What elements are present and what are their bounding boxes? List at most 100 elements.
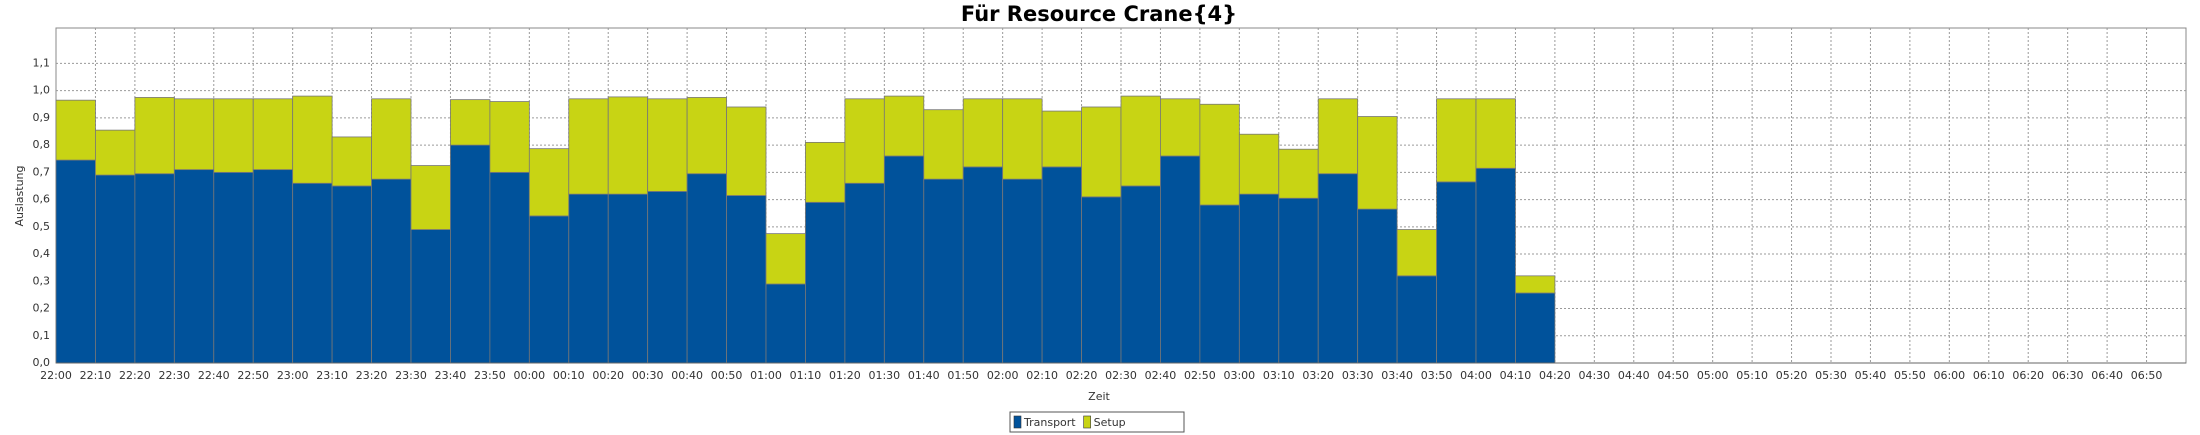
bar bbox=[647, 98, 688, 192]
bar bbox=[489, 101, 530, 173]
x-tick-label: 05:10 bbox=[1736, 369, 1768, 382]
bar bbox=[371, 98, 412, 180]
bar bbox=[55, 99, 96, 161]
bar bbox=[1002, 178, 1043, 364]
bar bbox=[1081, 196, 1122, 364]
bar bbox=[686, 97, 727, 175]
x-tick-label: 23:20 bbox=[356, 369, 388, 382]
x-tick-label: 05:30 bbox=[1815, 369, 1847, 382]
bar bbox=[726, 195, 767, 364]
legend-box bbox=[1009, 411, 1185, 433]
bar bbox=[1160, 98, 1201, 157]
bar bbox=[1238, 133, 1280, 195]
x-tick-label: 04:20 bbox=[1539, 369, 1571, 382]
bar bbox=[568, 193, 609, 364]
x-tick-label: 02:40 bbox=[1145, 369, 1177, 382]
bar bbox=[252, 98, 294, 171]
x-tick-label: 06:30 bbox=[2052, 369, 2084, 382]
x-tick-label: 06:40 bbox=[2091, 369, 2123, 382]
x-tick-label: 05:40 bbox=[1855, 369, 1887, 382]
bar bbox=[844, 182, 885, 364]
x-tick-label: 04:30 bbox=[1578, 369, 1610, 382]
bar bbox=[213, 171, 254, 364]
y-tick-label: 0,4 bbox=[33, 247, 51, 260]
bar bbox=[292, 182, 333, 364]
bar bbox=[1436, 98, 1477, 183]
x-tick-label: 00:10 bbox=[553, 369, 585, 382]
bar bbox=[805, 141, 846, 203]
bar bbox=[1160, 155, 1201, 364]
x-tick-label: 00:20 bbox=[592, 369, 624, 382]
bar bbox=[528, 148, 570, 217]
bar bbox=[923, 178, 964, 364]
y-tick-label: 0,5 bbox=[33, 220, 51, 233]
x-tick-label: 06:10 bbox=[1973, 369, 2005, 382]
bar bbox=[1120, 95, 1161, 187]
x-tick-label: 23:40 bbox=[435, 369, 467, 382]
bar bbox=[1436, 181, 1477, 364]
bar bbox=[1278, 197, 1319, 364]
x-tick-label: 00:30 bbox=[632, 369, 664, 382]
bar bbox=[331, 136, 372, 187]
bar bbox=[371, 178, 412, 364]
bar bbox=[410, 229, 451, 364]
x-tick-label: 22:50 bbox=[237, 369, 269, 382]
legend-swatch bbox=[1013, 415, 1022, 429]
x-tick-label: 01:40 bbox=[908, 369, 940, 382]
x-tick-label: 05:20 bbox=[1776, 369, 1808, 382]
x-tick-label: 02:50 bbox=[1184, 369, 1216, 382]
x-tick-label: 01:30 bbox=[868, 369, 900, 382]
bar bbox=[962, 98, 1004, 168]
bar bbox=[962, 166, 1004, 364]
legend-label: Transport bbox=[1023, 416, 1076, 429]
bar bbox=[1317, 173, 1359, 364]
bar bbox=[173, 98, 215, 171]
bar bbox=[252, 169, 294, 364]
x-tick-label: 23:10 bbox=[316, 369, 348, 382]
y-tick-label: 0,7 bbox=[33, 165, 51, 178]
x-tick-label: 01:20 bbox=[829, 369, 861, 382]
bar bbox=[844, 98, 885, 184]
bar bbox=[686, 173, 727, 364]
bar bbox=[1238, 193, 1280, 364]
y-tick-label: 1,0 bbox=[33, 84, 51, 97]
bar bbox=[450, 99, 491, 146]
x-tick-label: 04:10 bbox=[1500, 369, 1532, 382]
x-tick-label: 03:00 bbox=[1223, 369, 1255, 382]
bar bbox=[1515, 292, 1556, 364]
y-tick-label: 1,1 bbox=[33, 56, 51, 69]
x-tick-label: 22:40 bbox=[198, 369, 230, 382]
x-tick-label: 22:00 bbox=[40, 369, 72, 382]
y-axis-label: Auslastung bbox=[13, 166, 26, 227]
x-tick-label: 01:50 bbox=[947, 369, 979, 382]
bar bbox=[1041, 166, 1082, 364]
x-tick-label: 05:00 bbox=[1697, 369, 1729, 382]
bar bbox=[765, 283, 806, 364]
bar bbox=[1002, 98, 1043, 180]
bar bbox=[1278, 148, 1319, 199]
y-tick-label: 0,0 bbox=[33, 356, 51, 369]
y-tick-label: 0,6 bbox=[33, 193, 51, 206]
x-tick-label: 03:20 bbox=[1302, 369, 1334, 382]
x-tick-label: 04:50 bbox=[1657, 369, 1689, 382]
bar bbox=[1515, 275, 1556, 294]
x-tick-label: 01:00 bbox=[750, 369, 782, 382]
x-tick-label: 02:00 bbox=[987, 369, 1019, 382]
bar bbox=[1357, 208, 1398, 364]
y-tick-label: 0,2 bbox=[33, 302, 51, 315]
bar bbox=[883, 95, 925, 157]
bar bbox=[607, 96, 649, 195]
bar bbox=[1120, 185, 1161, 364]
x-tick-label: 04:40 bbox=[1618, 369, 1650, 382]
y-tick-label: 0,8 bbox=[33, 138, 51, 151]
bar bbox=[1081, 106, 1122, 198]
bar bbox=[1475, 167, 1516, 364]
bar bbox=[213, 98, 254, 173]
bar bbox=[568, 98, 609, 195]
x-tick-label: 00:00 bbox=[513, 369, 545, 382]
x-tick-label: 02:10 bbox=[1026, 369, 1058, 382]
bar bbox=[1357, 116, 1398, 210]
chart-title: Für Resource Crane{4} bbox=[961, 2, 1237, 26]
x-tick-label: 00:40 bbox=[671, 369, 703, 382]
y-tick-label: 0,1 bbox=[33, 329, 51, 342]
